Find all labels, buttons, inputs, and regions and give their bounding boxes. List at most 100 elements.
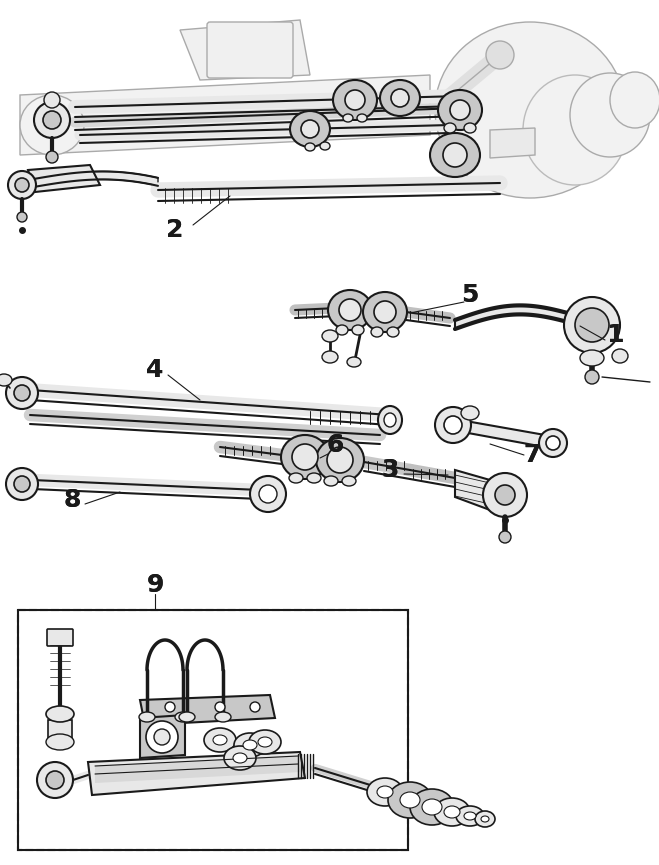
Circle shape <box>15 178 29 192</box>
Polygon shape <box>455 305 575 329</box>
Ellipse shape <box>443 143 467 167</box>
Ellipse shape <box>290 111 330 147</box>
Text: 9: 9 <box>146 573 163 597</box>
Bar <box>18 610 408 850</box>
Ellipse shape <box>434 798 470 826</box>
Ellipse shape <box>391 89 409 107</box>
Ellipse shape <box>328 290 372 330</box>
Circle shape <box>539 429 567 457</box>
Text: 6: 6 <box>326 433 344 457</box>
Ellipse shape <box>213 735 227 745</box>
Circle shape <box>14 385 30 401</box>
Text: 9: 9 <box>146 573 163 597</box>
Polygon shape <box>95 756 300 783</box>
Ellipse shape <box>20 95 84 155</box>
Polygon shape <box>460 420 550 448</box>
Ellipse shape <box>204 728 236 752</box>
Text: 2: 2 <box>166 218 184 242</box>
Ellipse shape <box>575 308 609 342</box>
Ellipse shape <box>438 90 482 130</box>
Circle shape <box>6 377 38 409</box>
Polygon shape <box>28 171 158 188</box>
Polygon shape <box>88 752 305 795</box>
Ellipse shape <box>380 80 420 116</box>
Circle shape <box>546 436 560 450</box>
Ellipse shape <box>322 351 338 363</box>
Ellipse shape <box>324 476 338 486</box>
Ellipse shape <box>307 473 321 483</box>
Text: 7: 7 <box>523 443 540 467</box>
FancyBboxPatch shape <box>207 22 293 78</box>
Ellipse shape <box>388 782 432 818</box>
Ellipse shape <box>316 438 364 482</box>
Ellipse shape <box>301 120 319 138</box>
Ellipse shape <box>292 444 318 470</box>
Ellipse shape <box>430 133 480 177</box>
Polygon shape <box>20 75 430 155</box>
Ellipse shape <box>343 114 353 122</box>
Polygon shape <box>455 470 490 510</box>
Circle shape <box>46 771 64 789</box>
Ellipse shape <box>215 712 231 722</box>
Text: 3: 3 <box>382 458 399 482</box>
Ellipse shape <box>339 299 361 321</box>
Ellipse shape <box>450 100 470 120</box>
Circle shape <box>44 92 60 108</box>
Ellipse shape <box>327 447 353 473</box>
Circle shape <box>46 151 58 163</box>
Text: 7: 7 <box>523 443 540 467</box>
Ellipse shape <box>305 143 315 151</box>
Circle shape <box>154 729 170 745</box>
Ellipse shape <box>475 811 495 827</box>
Text: 2: 2 <box>166 218 184 242</box>
Ellipse shape <box>378 406 402 434</box>
Circle shape <box>430 95 450 115</box>
Bar <box>48 720 72 738</box>
Polygon shape <box>140 695 275 725</box>
Circle shape <box>486 41 514 69</box>
Ellipse shape <box>410 789 454 825</box>
Ellipse shape <box>342 476 356 486</box>
Circle shape <box>250 702 260 712</box>
Ellipse shape <box>259 485 277 503</box>
Circle shape <box>43 111 61 129</box>
FancyBboxPatch shape <box>47 629 73 646</box>
Text: 6: 6 <box>326 433 344 457</box>
Ellipse shape <box>224 746 256 770</box>
Ellipse shape <box>363 292 407 332</box>
Text: 8: 8 <box>63 488 80 512</box>
Ellipse shape <box>461 406 479 420</box>
Ellipse shape <box>233 753 247 763</box>
Polygon shape <box>28 165 100 192</box>
Ellipse shape <box>46 706 74 722</box>
Ellipse shape <box>249 730 281 754</box>
Ellipse shape <box>352 325 364 335</box>
Ellipse shape <box>495 485 515 505</box>
Circle shape <box>499 531 511 543</box>
Ellipse shape <box>0 374 12 386</box>
Ellipse shape <box>523 75 627 185</box>
Text: 4: 4 <box>146 358 163 382</box>
Ellipse shape <box>464 812 476 820</box>
Circle shape <box>8 171 36 199</box>
Ellipse shape <box>46 734 74 750</box>
Circle shape <box>34 102 70 138</box>
Ellipse shape <box>612 349 628 363</box>
Ellipse shape <box>179 712 195 722</box>
Ellipse shape <box>610 72 659 128</box>
Text: 1: 1 <box>606 323 624 347</box>
Ellipse shape <box>281 435 329 479</box>
Circle shape <box>6 468 38 500</box>
Ellipse shape <box>377 786 393 798</box>
Text: 8: 8 <box>63 488 80 512</box>
Ellipse shape <box>234 733 266 757</box>
Ellipse shape <box>374 301 396 323</box>
Ellipse shape <box>400 792 420 808</box>
Circle shape <box>585 370 599 384</box>
Ellipse shape <box>175 712 191 722</box>
Ellipse shape <box>333 80 377 120</box>
Ellipse shape <box>456 806 484 826</box>
Circle shape <box>444 416 462 434</box>
Ellipse shape <box>336 325 348 335</box>
Ellipse shape <box>243 740 257 750</box>
